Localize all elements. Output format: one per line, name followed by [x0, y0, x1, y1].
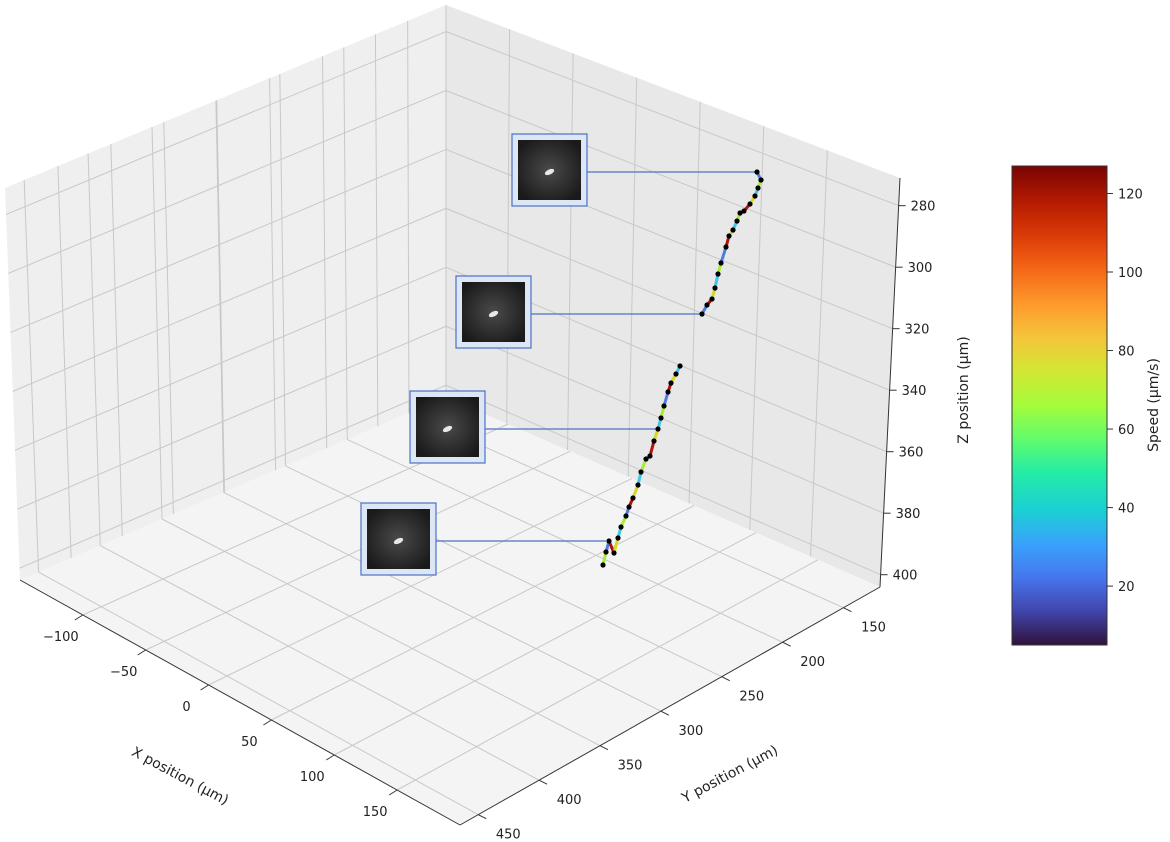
colorbar-tick-label: 20 [1118, 580, 1135, 595]
x-tick-label: 100 [300, 770, 325, 785]
trajectory-point [730, 227, 736, 233]
trajectory-point [630, 495, 636, 501]
trajectory-point [734, 218, 740, 224]
z-tick-label: 400 [893, 569, 918, 584]
x-tick-label: −100 [43, 630, 79, 645]
inset-connectors [436, 171, 757, 542]
z-tick-label: 320 [905, 323, 930, 338]
y-tick-label: 400 [557, 793, 582, 808]
x-tick-label: 0 [182, 700, 190, 715]
trajectory-point [626, 504, 632, 510]
z-axis-ticks: 280 300 320 340 360 380 400 [893, 200, 936, 584]
trajectory-point [618, 524, 624, 530]
x-tick-label: 150 [363, 805, 388, 820]
x-axis-label: X position (µm) [129, 744, 231, 809]
trajectory-point [611, 550, 617, 556]
colorbar-tick-label: 100 [1118, 266, 1143, 281]
inset-images [360, 133, 588, 576]
z-tick-label: 380 [896, 507, 921, 522]
trajectory-point [600, 562, 606, 568]
trajectory-point [668, 380, 674, 386]
trajectory-point [699, 311, 705, 317]
trajectory-point [726, 233, 732, 239]
pane-floor [20, 397, 880, 825]
trajectory-point [758, 177, 764, 183]
colorbar-tick-label: 40 [1118, 502, 1135, 517]
trajectory-point [635, 482, 641, 488]
inset-particle [544, 168, 555, 176]
y-tick-label: 250 [739, 690, 764, 705]
x-tick-label: −50 [110, 665, 137, 680]
z-axis-label: Z position (µm) [956, 336, 972, 443]
z-tick-label: 280 [911, 200, 936, 215]
z-tick-label: 360 [899, 446, 924, 461]
trajectory-point [661, 403, 667, 409]
trajectory-point [603, 549, 609, 555]
colorbar-label: Speed (µm/s) [1146, 358, 1162, 452]
trajectory-point [755, 185, 761, 191]
colorbar [1011, 165, 1108, 646]
colorbar-ticks: 20 40 60 80 100 120 [1107, 187, 1143, 595]
trajectory-point [615, 535, 621, 541]
x-tick-label: 50 [241, 735, 258, 750]
trajectory-point [655, 426, 661, 432]
trajectory-point [704, 302, 710, 308]
trajectory-point [673, 371, 679, 377]
z-tick-label: 300 [908, 261, 933, 276]
trajectory-point [737, 210, 743, 216]
trajectory-point [623, 513, 629, 519]
trajectory-point [651, 438, 657, 444]
inset-particle [488, 310, 499, 318]
colorbar-tick-label: 80 [1118, 345, 1135, 360]
trajectory-point [747, 201, 753, 207]
trajectory-point [718, 260, 724, 266]
trajectory [600, 169, 764, 568]
trajectory-point [638, 469, 644, 475]
y-tick-label: 150 [861, 621, 886, 636]
colorbar-tick-label: 120 [1118, 187, 1143, 202]
trajectory-point [643, 456, 649, 462]
trajectory-point [709, 296, 715, 302]
y-axis-ticks: 150 200 250 300 350 400 450 [496, 621, 886, 842]
trajectory-point [712, 285, 718, 291]
trajectory-point [741, 208, 747, 214]
trajectory-point [723, 244, 729, 250]
colorbar-tick-label: 60 [1118, 423, 1135, 438]
trajectory-segment [719, 245, 728, 265]
pane-left [5, 5, 446, 580]
trajectory-point [658, 415, 664, 421]
trajectory-point [752, 193, 758, 199]
y-tick-label: 300 [678, 724, 703, 739]
y-tick-label: 350 [618, 759, 643, 774]
trajectory-point [754, 169, 760, 175]
x-axis-ticks: −100 −50 0 50 100 150 [43, 630, 388, 820]
y-axis-label: Y position (µm) [679, 742, 781, 807]
trajectory-point [715, 271, 721, 277]
trajectory-point [665, 389, 671, 395]
y-tick-label: 450 [496, 828, 521, 842]
trajectory-point [606, 538, 612, 544]
trajectory-point [677, 363, 683, 369]
axis-lines [19, 177, 906, 826]
inset-particle [393, 537, 404, 545]
inset-particle [442, 425, 453, 433]
trajectory-point [647, 453, 653, 459]
y-tick-label: 200 [800, 655, 825, 670]
z-tick-label: 340 [902, 384, 927, 399]
